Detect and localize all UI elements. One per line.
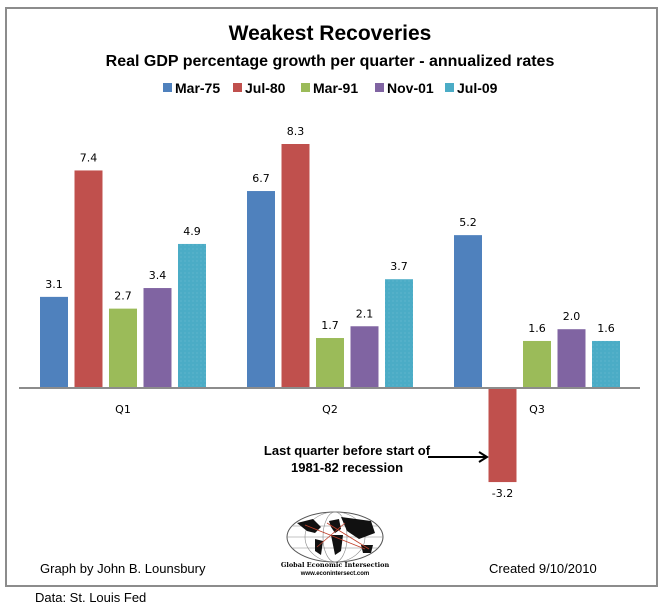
data-label: 6.7 [252, 172, 270, 185]
chart-frame [5, 7, 658, 587]
arrow-head-icon [478, 451, 489, 463]
data-label: 2.0 [563, 310, 581, 323]
legend-swatch-mar-91 [301, 83, 310, 92]
legend-swatch-mar-75 [163, 83, 172, 92]
legend-swatch-nov-01 [375, 83, 384, 92]
category-label-q2: Q2 [322, 403, 338, 416]
data-label: 8.3 [287, 125, 305, 138]
annotation-line-1: Last quarter before start of [264, 443, 431, 458]
bar-mar-91-q1 [109, 308, 137, 388]
bar-jul-80-q3 [488, 388, 517, 483]
data-labels: 3.1 7.4 2.7 3.4 4.9 6.7 8.3 1.7 2.1 3.7 5.2 -3.2 1.6… [45, 125, 615, 500]
data-label: 3.4 [149, 269, 167, 282]
logo-url: www.econintersect.com [300, 571, 369, 577]
bar-jul-80-q2 [281, 144, 310, 388]
credit-text: Graph by John B. Lounsbury [40, 561, 206, 576]
annotation-line-2: 1981-82 recession [291, 460, 403, 475]
chart-title: Weakest Recoveries [229, 22, 432, 45]
legend-swatch-jul-09 [445, 83, 454, 92]
legend-item-mar-75: Mar-75 [175, 80, 220, 96]
bar-mar-75-q1 [40, 296, 68, 388]
created-text: Created 9/10/2010 [489, 561, 597, 576]
legend-item-mar-91: Mar-91 [313, 80, 358, 96]
bar-nov-01-q2 [350, 326, 379, 388]
bar-nov-01-q3 [557, 329, 586, 388]
data-label: 3.1 [45, 278, 63, 291]
data-label: 1.7 [321, 319, 339, 332]
bar-jul-80-q1 [74, 170, 103, 388]
data-label: 3.7 [390, 260, 408, 273]
legend-item-nov-01: Nov-01 [387, 80, 434, 96]
data-label: 4.9 [183, 225, 201, 238]
data-label: 7.4 [80, 151, 98, 164]
source-text: Data: St. Louis Fed [35, 590, 146, 605]
bar-mar-91-q2 [316, 338, 344, 388]
bar-jul-09-q3 [592, 340, 620, 388]
bar-mar-75-q3 [454, 235, 482, 388]
bar-jul-09-q2 [385, 279, 413, 388]
data-label: 5.2 [459, 216, 477, 229]
data-label: -3.2 [492, 487, 513, 500]
legend-swatch-jul-80 [233, 83, 242, 92]
category-labels: Q1 Q2 Q3 [115, 403, 545, 416]
legend-item-jul-80: Jul-80 [245, 80, 286, 96]
data-label: 2.1 [356, 307, 374, 320]
bar-mar-91-q3 [523, 340, 551, 388]
data-label: 2.7 [114, 290, 132, 303]
bar-jul-09-q1 [178, 243, 206, 388]
data-label: 1.6 [597, 322, 615, 335]
bars [40, 144, 620, 483]
bar-nov-01-q1 [143, 288, 172, 388]
legend-item-jul-09: Jul-09 [457, 80, 498, 96]
bar-mar-75-q2 [247, 191, 275, 388]
annotation: Last quarter before start of 1981-82 rec… [264, 443, 489, 475]
chart-subtitle: Real GDP percentage growth per quarter -… [106, 53, 555, 70]
logo [286, 511, 384, 563]
legend: Mar-75 Jul-80 Mar-91 Nov-01 Jul-09 [163, 80, 498, 96]
data-label: 1.6 [528, 322, 546, 335]
logo-name: Global Economic Intersection [281, 561, 390, 569]
category-label-q1: Q1 [115, 403, 131, 416]
category-label-q3: Q3 [529, 403, 545, 416]
